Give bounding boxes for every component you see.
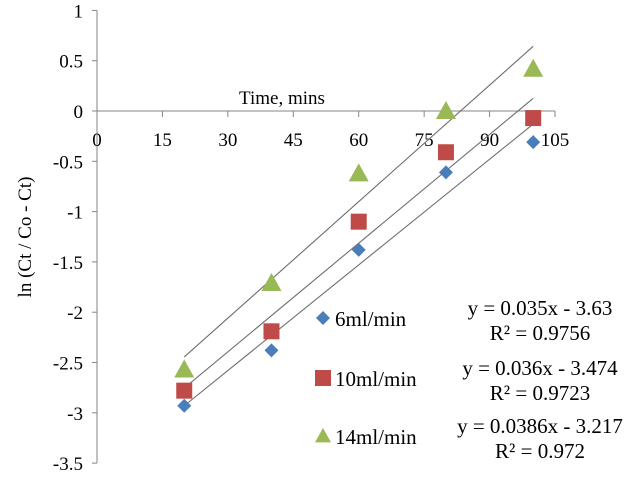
x-tick-label: 30 (218, 130, 237, 151)
trend-equation: y = 0.0386x - 3.217 (457, 414, 623, 438)
x-tick-label: 105 (541, 130, 570, 151)
triangle-marker (261, 273, 282, 292)
diamond-marker (264, 343, 279, 358)
axes: 1 0.5 0 -0.5 -1 -1.5 -2 -2.5 -3 -3.5 0 15 30 45 60 75 90… (53, 1, 569, 475)
y-tick-label: 0.5 (59, 52, 83, 73)
x-axis-title: Time, mins (239, 88, 325, 109)
triangle-marker (435, 101, 456, 119)
trend-r-squared: R² = 0.972 (495, 439, 585, 463)
triangle-marker (315, 428, 331, 443)
trend-equation: y = 0.035x - 3.63 (468, 296, 613, 320)
diamond-marker (351, 242, 366, 257)
square-marker (263, 323, 280, 340)
triangle-marker (348, 163, 369, 182)
square-marker (350, 213, 367, 230)
trend-r-squared: R² = 0.9723 (490, 381, 590, 405)
x-tick-label: 60 (349, 130, 368, 151)
x-tick-label: 75 (415, 130, 434, 151)
legend-label: 14ml/min (335, 425, 417, 449)
x-tick-label: 15 (153, 130, 172, 151)
y-tick-label: -1 (67, 203, 83, 224)
x-tick-label: 90 (480, 130, 499, 151)
y-tick-label: -3.5 (53, 454, 83, 475)
y-tick-label: 1 (74, 1, 84, 22)
legend-label: 6ml/min (335, 307, 407, 331)
trendline-14ml/min (183, 45, 534, 358)
y-tick-label: -3 (67, 404, 83, 425)
trend-r-squared: R² = 0.9756 (490, 321, 590, 345)
trendline-6ml/min (183, 123, 534, 407)
square-marker (525, 110, 542, 127)
y-tick-label: 0 (74, 102, 84, 123)
diamond-marker (438, 165, 453, 180)
y-axis-title: ln (Ct / Co - Ct) (15, 177, 36, 298)
diamond-marker (177, 398, 192, 413)
y-tick-label: -0.5 (53, 152, 83, 173)
trend-equation: y = 0.036x - 3.474 (462, 356, 618, 380)
diamond-marker (526, 135, 541, 150)
y-tick-label: -2.5 (53, 354, 83, 375)
x-tick-label: 45 (284, 130, 303, 151)
triangle-marker (523, 58, 544, 77)
square-marker (176, 382, 193, 399)
y-tick-label: -2 (67, 303, 83, 324)
triangle-marker (174, 359, 195, 378)
diamond-marker (316, 311, 330, 325)
square-marker (315, 370, 331, 386)
y-tick-label: -1.5 (53, 253, 83, 274)
square-marker (437, 144, 454, 161)
legend-label: 10ml/min (335, 367, 417, 391)
x-tick-label: 0 (92, 130, 102, 151)
data-points (174, 58, 544, 413)
